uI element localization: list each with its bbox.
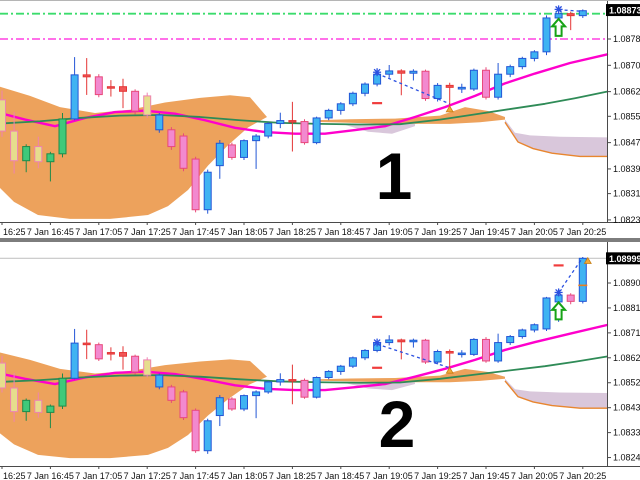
separators	[0, 240, 640, 242]
time-tick-label: 7 Jan 20:05	[511, 227, 558, 237]
time-tick-label: 7 Jan 16:25	[0, 471, 26, 480]
time-tick-label: 7 Jan 17:05	[75, 471, 122, 480]
price-tick-label: 1.08525	[613, 378, 640, 388]
price-tick-label: 1.08785	[613, 34, 640, 44]
candles	[0, 257, 587, 454]
price-tick-label: 1.08550	[613, 111, 640, 121]
axes: 1.088651.087851.087051.086251.085501.084…	[0, 0, 640, 237]
price-tick-label: 1.08810	[613, 303, 640, 313]
candles	[0, 9, 587, 214]
time-tick-label: 7 Jan 19:25	[414, 471, 461, 480]
dashed-trend-lines	[376, 257, 584, 369]
price-tick-label: 1.08620	[613, 353, 640, 363]
time-tick-label: 7 Jan 16:45	[27, 471, 74, 480]
chart-1-canvas: 1.088651.087851.087051.086251.085501.084…	[0, 0, 640, 240]
time-tick-label: 7 Jan 19:45	[462, 227, 509, 237]
time-tick-label: 7 Jan 20:05	[511, 471, 558, 480]
time-tick-label: 7 Jan 18:45	[317, 227, 364, 237]
signal-markers	[372, 5, 568, 113]
time-tick-label: 7 Jan 19:25	[414, 227, 461, 237]
time-tick-label: 7 Jan 20:25	[559, 471, 606, 480]
dashed-trend-lines	[376, 9, 583, 105]
time-tick-label: 7 Jan 19:45	[462, 471, 509, 480]
time-tick-label: 7 Jan 16:45	[27, 227, 74, 237]
time-tick-label: 7 Jan 18:05	[220, 227, 267, 237]
price-tick-label: 1.08905	[613, 278, 640, 288]
price-tick-label: 1.08335	[613, 428, 640, 438]
time-tick-label: 7 Jan 16:25	[0, 227, 26, 237]
time-tick-label: 7 Jan 19:05	[366, 227, 413, 237]
time-tick-label: 7 Jan 17:45	[172, 227, 219, 237]
time-tick-label: 7 Jan 17:45	[172, 471, 219, 480]
time-tick-label: 7 Jan 17:25	[124, 227, 171, 237]
time-tick-label: 7 Jan 18:25	[269, 471, 316, 480]
price-tick-label: 1.08315	[613, 189, 640, 199]
chart-2-canvas: 1.08905 1.08810 1.08715 1.08620 1.08525 1.084…	[0, 240, 640, 480]
big-number-2: 2	[378, 387, 416, 461]
time-tick-label: 7 Jan 18:45	[317, 471, 364, 480]
current-price-box: 1.08999	[606, 252, 640, 265]
price-tick-label: 1.08390	[613, 164, 640, 174]
time-tick-label: 7 Jan 17:05	[75, 227, 122, 237]
current-price-value: 1.08873	[609, 6, 640, 16]
price-tick-label: 1.08240	[613, 453, 640, 463]
price-tick-label: 1.08705	[613, 60, 640, 70]
signal-markers	[372, 256, 592, 374]
level-lines	[0, 12, 607, 40]
price-tick-label: 1.08715	[613, 328, 640, 338]
axes: 1.08905 1.08810 1.08715 1.08620 1.08525 1.084…	[0, 242, 640, 480]
price-tick-label: 1.08235	[613, 215, 640, 225]
price-tick-label: 1.08430	[613, 403, 640, 413]
big-number-1: 1	[375, 139, 413, 213]
current-price-value: 1.08999	[609, 254, 640, 264]
price-tick-label: 1.08625	[613, 87, 640, 97]
time-tick-label: 7 Jan 19:05	[366, 471, 413, 480]
time-tick-label: 7 Jan 20:25	[559, 227, 606, 237]
current-price-box: 1.08873	[606, 4, 640, 17]
separators	[0, 0, 640, 240]
time-tick-label: 7 Jan 18:25	[269, 227, 316, 237]
time-tick-label: 7 Jan 17:25	[124, 471, 171, 480]
time-tick-label: 7 Jan 18:05	[220, 471, 267, 480]
price-tick-label: 1.08470	[613, 138, 640, 148]
